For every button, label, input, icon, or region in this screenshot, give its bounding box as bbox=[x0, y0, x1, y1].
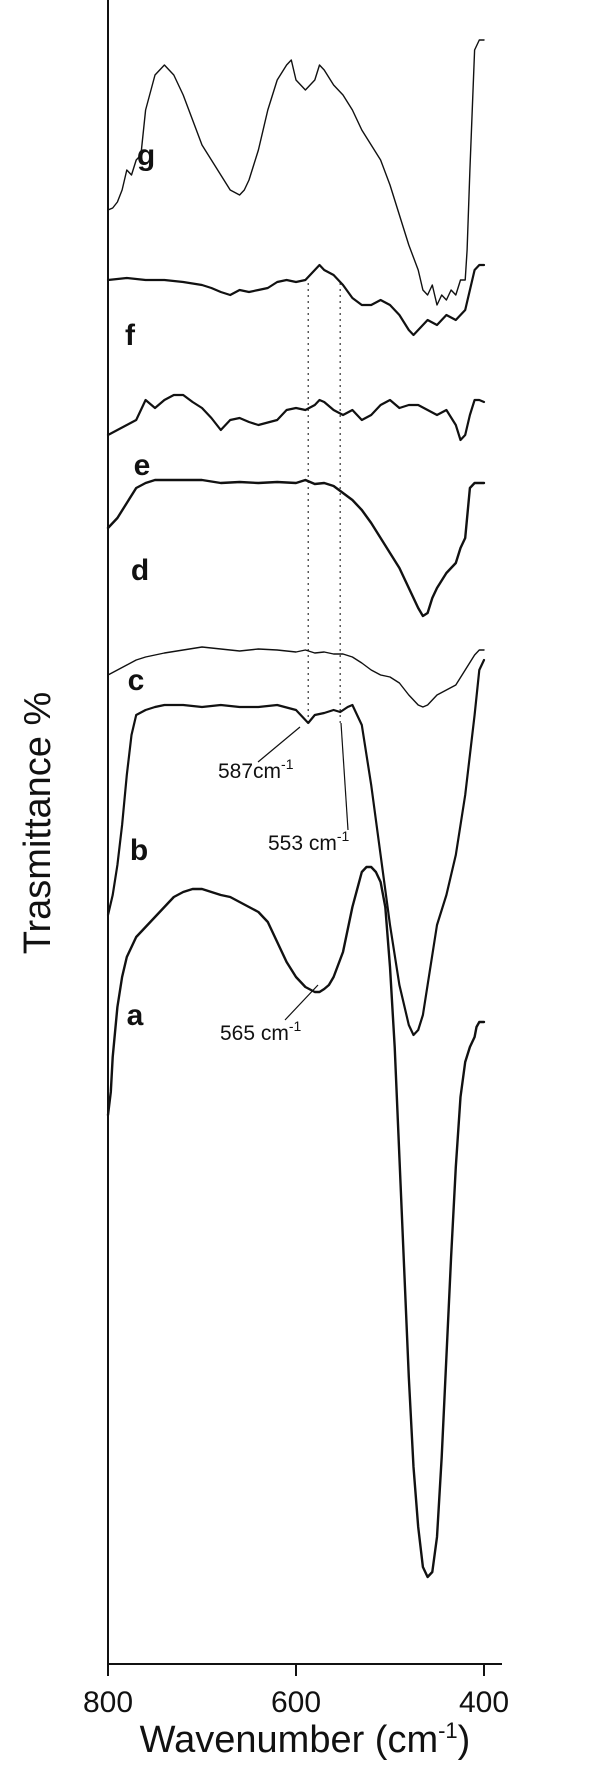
annotation-value: 587cm bbox=[218, 760, 281, 783]
annotation-leader bbox=[284, 984, 319, 1021]
annotation-unit-sup: -1 bbox=[337, 828, 350, 844]
series-b-line bbox=[106, 658, 486, 1037]
series-e-line bbox=[106, 393, 486, 442]
dotted-guide-lines bbox=[307, 283, 341, 725]
x-axis-ticks: 800 600 400 bbox=[83, 1664, 509, 1719]
curve-label-d: d bbox=[131, 554, 149, 587]
annotation-unit-sup: -1 bbox=[281, 756, 294, 772]
annotation-leader bbox=[340, 722, 349, 831]
x-tick-label: 400 bbox=[459, 1686, 509, 1719]
x-axis-title-sup: -1 bbox=[438, 1718, 458, 1743]
curve-label-e: e bbox=[134, 449, 151, 482]
annotation-label: 553 cm-1 bbox=[268, 828, 350, 855]
annotation-label: 565 cm-1 bbox=[220, 1018, 302, 1045]
curve-label-c: c bbox=[128, 664, 145, 697]
x-axis-title: Wavenumber (cm-1) bbox=[140, 1718, 471, 1761]
curve-label-g: g bbox=[137, 139, 155, 172]
x-tick-label: 600 bbox=[271, 1686, 321, 1719]
annotation-leader bbox=[257, 726, 301, 763]
series-layer bbox=[106, 39, 486, 1579]
series-f-line bbox=[106, 263, 486, 337]
x-axis-title-main: Wavenumber (cm bbox=[140, 1719, 438, 1761]
annotation-label: 587cm-1 bbox=[218, 756, 294, 783]
series-c-line bbox=[107, 646, 485, 708]
curve-labels: g f e d c b a bbox=[125, 139, 155, 1032]
annotation-value: 553 cm bbox=[268, 832, 337, 855]
y-axis-title: Trasmittance % bbox=[17, 692, 59, 955]
x-axis-title-end: ) bbox=[458, 1719, 471, 1761]
x-tick-label: 800 bbox=[83, 1686, 133, 1719]
annotation-value: 565 cm bbox=[220, 1022, 289, 1045]
annotation-unit-sup: -1 bbox=[289, 1018, 302, 1034]
curve-label-a: a bbox=[127, 999, 144, 1032]
curve-label-b: b bbox=[130, 834, 148, 867]
series-a-line bbox=[106, 865, 486, 1579]
series-d-line bbox=[106, 478, 486, 618]
plot-frame bbox=[107, 0, 502, 1665]
series-g-line bbox=[107, 39, 485, 306]
curve-label-f: f bbox=[125, 319, 136, 352]
